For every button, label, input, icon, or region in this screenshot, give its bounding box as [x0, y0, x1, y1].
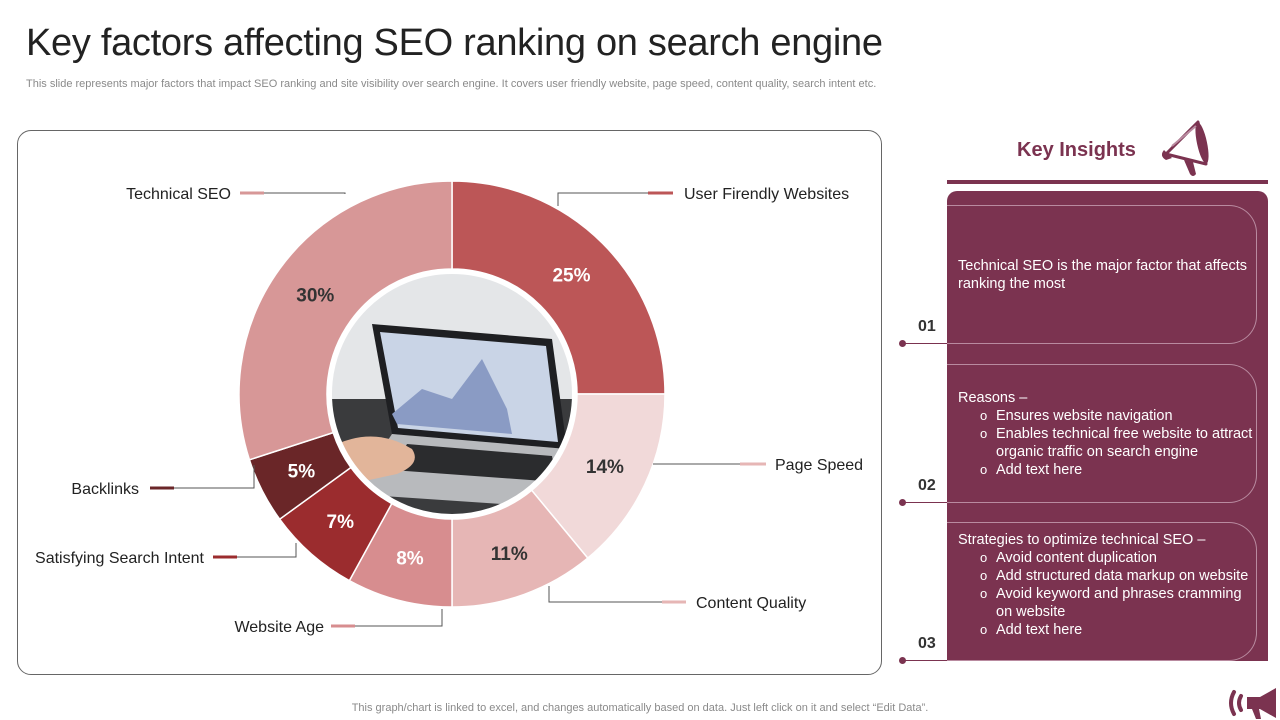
data-label-website-age: 8% — [396, 549, 424, 570]
insight-connector-1 — [903, 343, 947, 344]
insight-number-1: 01 — [918, 318, 936, 335]
category-label-website-age: Website Age — [234, 619, 324, 636]
pie-slice-user-firendly-websites[interactable] — [451, 180, 666, 395]
category-label-satisfying-search-intent: Satisfying Search Intent — [35, 550, 205, 567]
list-item: Add text here — [980, 621, 1256, 639]
insight-dot-1 — [899, 340, 906, 347]
list-item: Add structured data markup on website — [980, 567, 1256, 585]
laptop-keyboard — [392, 444, 557, 482]
leader-line-content-quality — [548, 586, 662, 603]
insight-list: Avoid content duplication Add structured… — [958, 549, 1256, 639]
data-label-satisfying-search-intent: 7% — [327, 512, 355, 533]
insights-title: Key Insights — [1017, 139, 1136, 161]
data-label-backlinks: 5% — [288, 462, 316, 483]
category-label-technical-seo: Technical SEO — [126, 186, 231, 203]
leader-line-satisfying-search-intent — [237, 543, 297, 558]
footer-note: This graph/chart is linked to excel, and… — [351, 702, 929, 714]
list-item: Enables technical free website to attrac… — [980, 425, 1256, 461]
insight-card-text: Technical SEO is the major factor that a… — [958, 258, 1248, 292]
pie-slice-technical-seo[interactable] — [238, 180, 453, 461]
insight-card-text: Strategies to optimize technical SEO – — [958, 532, 1206, 548]
insight-card-2: Reasons – Ensures website navigation Ena… — [947, 364, 1257, 503]
insight-list: Ensures website navigation Enables techn… — [958, 407, 1256, 479]
insight-card-3: Strategies to optimize technical SEO – A… — [947, 522, 1257, 661]
leader-line-technical-seo — [264, 192, 346, 194]
list-item: Avoid keyword and phrases cramming on we… — [980, 585, 1256, 621]
megaphone-icon — [1161, 120, 1209, 176]
insight-number-2: 02 — [918, 477, 936, 494]
center-photo-border — [328, 270, 576, 518]
donut-chart[interactable]: 25% 14% 11% 8% 7% 5% 30% User Firendly Websites… — [18, 131, 883, 676]
insight-number-3: 03 — [918, 635, 936, 652]
megaphone-icon — [1229, 688, 1276, 719]
leader-line-backlinks — [174, 465, 255, 489]
data-label-page-speed: 14% — [586, 457, 624, 478]
insight-connector-2 — [903, 502, 947, 503]
category-label-page-speed: Page Speed — [775, 457, 863, 474]
page-title: Key factors affecting SEO ranking on sea… — [26, 22, 883, 64]
data-label-user-firendly-websites: 25% — [552, 265, 590, 286]
category-label-user-firendly-websites: User Firendly Websites — [684, 186, 849, 203]
chart-frame[interactable]: 25% 14% 11% 8% 7% 5% 30% User Firendly Websites… — [17, 130, 882, 675]
insight-dot-3 — [899, 657, 906, 664]
list-item: Add text here — [980, 461, 1256, 479]
insight-dot-2 — [899, 499, 906, 506]
category-label-content-quality: Content Quality — [696, 595, 806, 612]
insight-card-text: Reasons – — [958, 390, 1028, 406]
page-subtitle: This slide represents major factors that… — [26, 78, 877, 90]
insight-card-1: Technical SEO is the major factor that a… — [947, 205, 1257, 344]
leader-line-website-age — [355, 609, 443, 627]
category-label-backlinks: Backlinks — [71, 481, 139, 498]
list-item: Avoid content duplication — [980, 549, 1256, 567]
screen-area-chart — [392, 359, 512, 434]
data-label-technical-seo: 30% — [296, 286, 334, 307]
list-item: Ensures website navigation — [980, 407, 1256, 425]
leader-line-user-firendly-websites — [557, 192, 648, 206]
data-label-content-quality: 11% — [491, 544, 528, 565]
insights-divider — [947, 180, 1268, 184]
insight-connector-3 — [903, 660, 947, 661]
